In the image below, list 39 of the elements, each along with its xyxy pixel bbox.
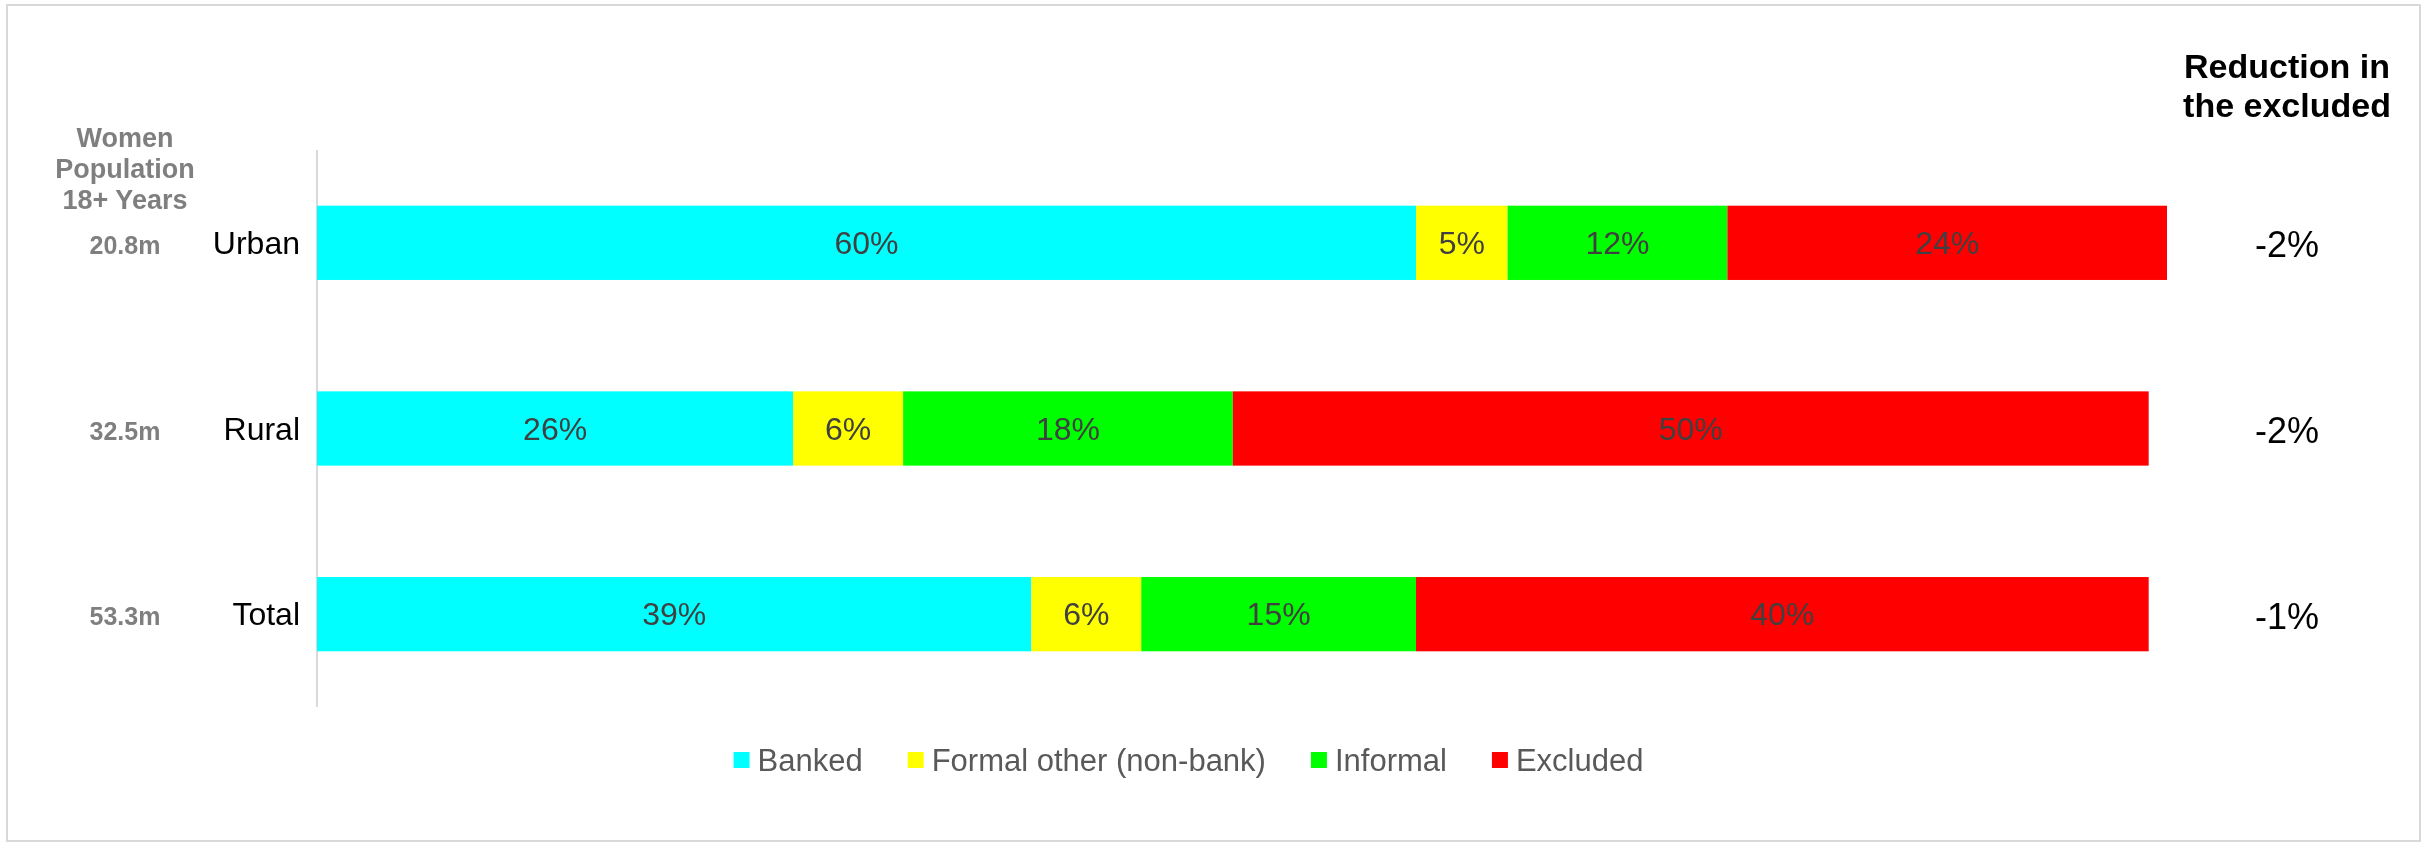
data-label: 12% [1585, 224, 1650, 261]
text: 53.3m [89, 602, 161, 631]
legend-label: Formal other (non-bank) [931, 742, 1266, 778]
bar [1031, 577, 1142, 652]
bar [1141, 577, 1417, 652]
text: 32.5m [89, 416, 161, 445]
bar [1416, 577, 2149, 652]
data-label: 6% [1063, 596, 1110, 633]
legend-label: Excluded [1515, 742, 1644, 778]
data-label: 50% [1658, 410, 1723, 447]
bar [317, 577, 1032, 652]
data-label: 5% [1438, 224, 1485, 261]
bar [903, 391, 1233, 466]
bar [1507, 205, 1728, 280]
text: -1% [2254, 595, 2320, 637]
text: Women Population 18+ Years [55, 123, 195, 215]
text: -2% [2254, 224, 2320, 266]
bar [317, 391, 794, 466]
text: 20.8m [89, 230, 161, 259]
data-label: 26% [523, 410, 588, 447]
data-label: 15% [1246, 596, 1311, 633]
y-tick-label: Urban [212, 224, 300, 261]
text: -2% [2254, 410, 2320, 451]
data-label: 39% [642, 596, 707, 633]
data-label: 6% [825, 410, 872, 447]
y-tick-label: Rural [223, 410, 300, 447]
data-label: 24% [1915, 224, 1980, 261]
bar [1232, 391, 2149, 466]
y-tick-label: Total [232, 596, 300, 633]
data-label: 60% [834, 224, 899, 261]
legend-label: Informal [1334, 742, 1447, 778]
bar [317, 205, 1417, 280]
legend-label: Banked [757, 742, 863, 778]
data-label: 18% [1035, 410, 1101, 447]
bar [793, 391, 904, 466]
bar [1416, 205, 1508, 280]
bar [1727, 205, 2167, 280]
text: Reduction in the excluded [2183, 47, 2391, 124]
data-label: 40% [1750, 596, 1815, 633]
